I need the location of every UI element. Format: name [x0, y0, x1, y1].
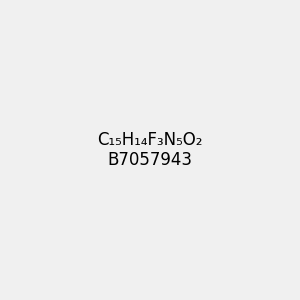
Text: C₁₅H₁₄F₃N₅O₂
B7057943: C₁₅H₁₄F₃N₅O₂ B7057943	[97, 130, 203, 170]
